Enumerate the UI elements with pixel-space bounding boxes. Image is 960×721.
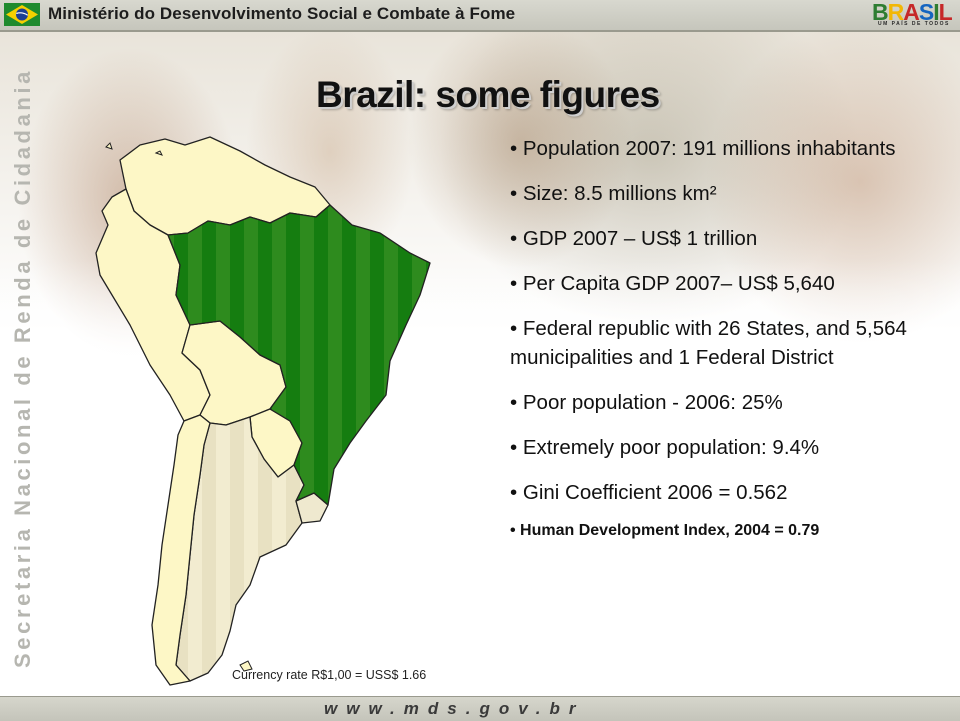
figure-gdp-per-capita: • Per Capita GDP 2007– US$ 5,640 [510, 272, 835, 295]
brasil-logo-word: BRASIL [872, 0, 953, 25]
footer-bar: www.mds.gov.br [0, 696, 960, 721]
footer-url[interactable]: www.mds.gov.br [324, 699, 585, 718]
slide-title: Brazil: some figures [316, 74, 660, 115]
map-island-north-2 [154, 150, 163, 156]
map-country-chile [151, 414, 211, 686]
side-vertical-text: Secretaria Nacional de Renda de Cidadani… [10, 68, 35, 668]
currency-note: Currency rate R$1,00 = USS$ 1.66 [232, 668, 427, 682]
brazil-flag-icon [4, 3, 40, 26]
figure-federal-republic: • Federal republic with 26 States, and 5… [510, 317, 907, 369]
brasil-logo: BRASIL UM PAÍS DE TODOS [872, 0, 953, 29]
brasil-logo-tagline: UM PAÍS DE TODOS [878, 21, 950, 27]
figure-gdp: • GDP 2007 – US$ 1 trillion [510, 227, 758, 250]
map-island-south [239, 660, 253, 672]
south-america-map [95, 136, 431, 686]
header-bar: Ministério do Desenvolvimento Social e C… [0, 0, 960, 32]
figure-extremely-poor: • Extremely poor population: 9.4% [510, 436, 820, 459]
figure-gini: • Gini Coefficient 2006 = 0.562 [510, 481, 788, 504]
figure-poor-population: • Poor population - 2006: 25% [510, 391, 783, 414]
figure-size: • Size: 8.5 millions km² [510, 182, 717, 205]
figure-population: • Population 2007: 191 millions inhabita… [510, 137, 896, 160]
map-island-north-1 [105, 142, 113, 150]
figures-list: • Population 2007: 191 millions inhabita… [510, 134, 930, 557]
header-title: Ministério do Desenvolvimento Social e C… [48, 4, 516, 23]
figure-hdi: • Human Development Index, 2004 = 0.79 [510, 522, 820, 539]
map-country-brazil [167, 204, 431, 506]
